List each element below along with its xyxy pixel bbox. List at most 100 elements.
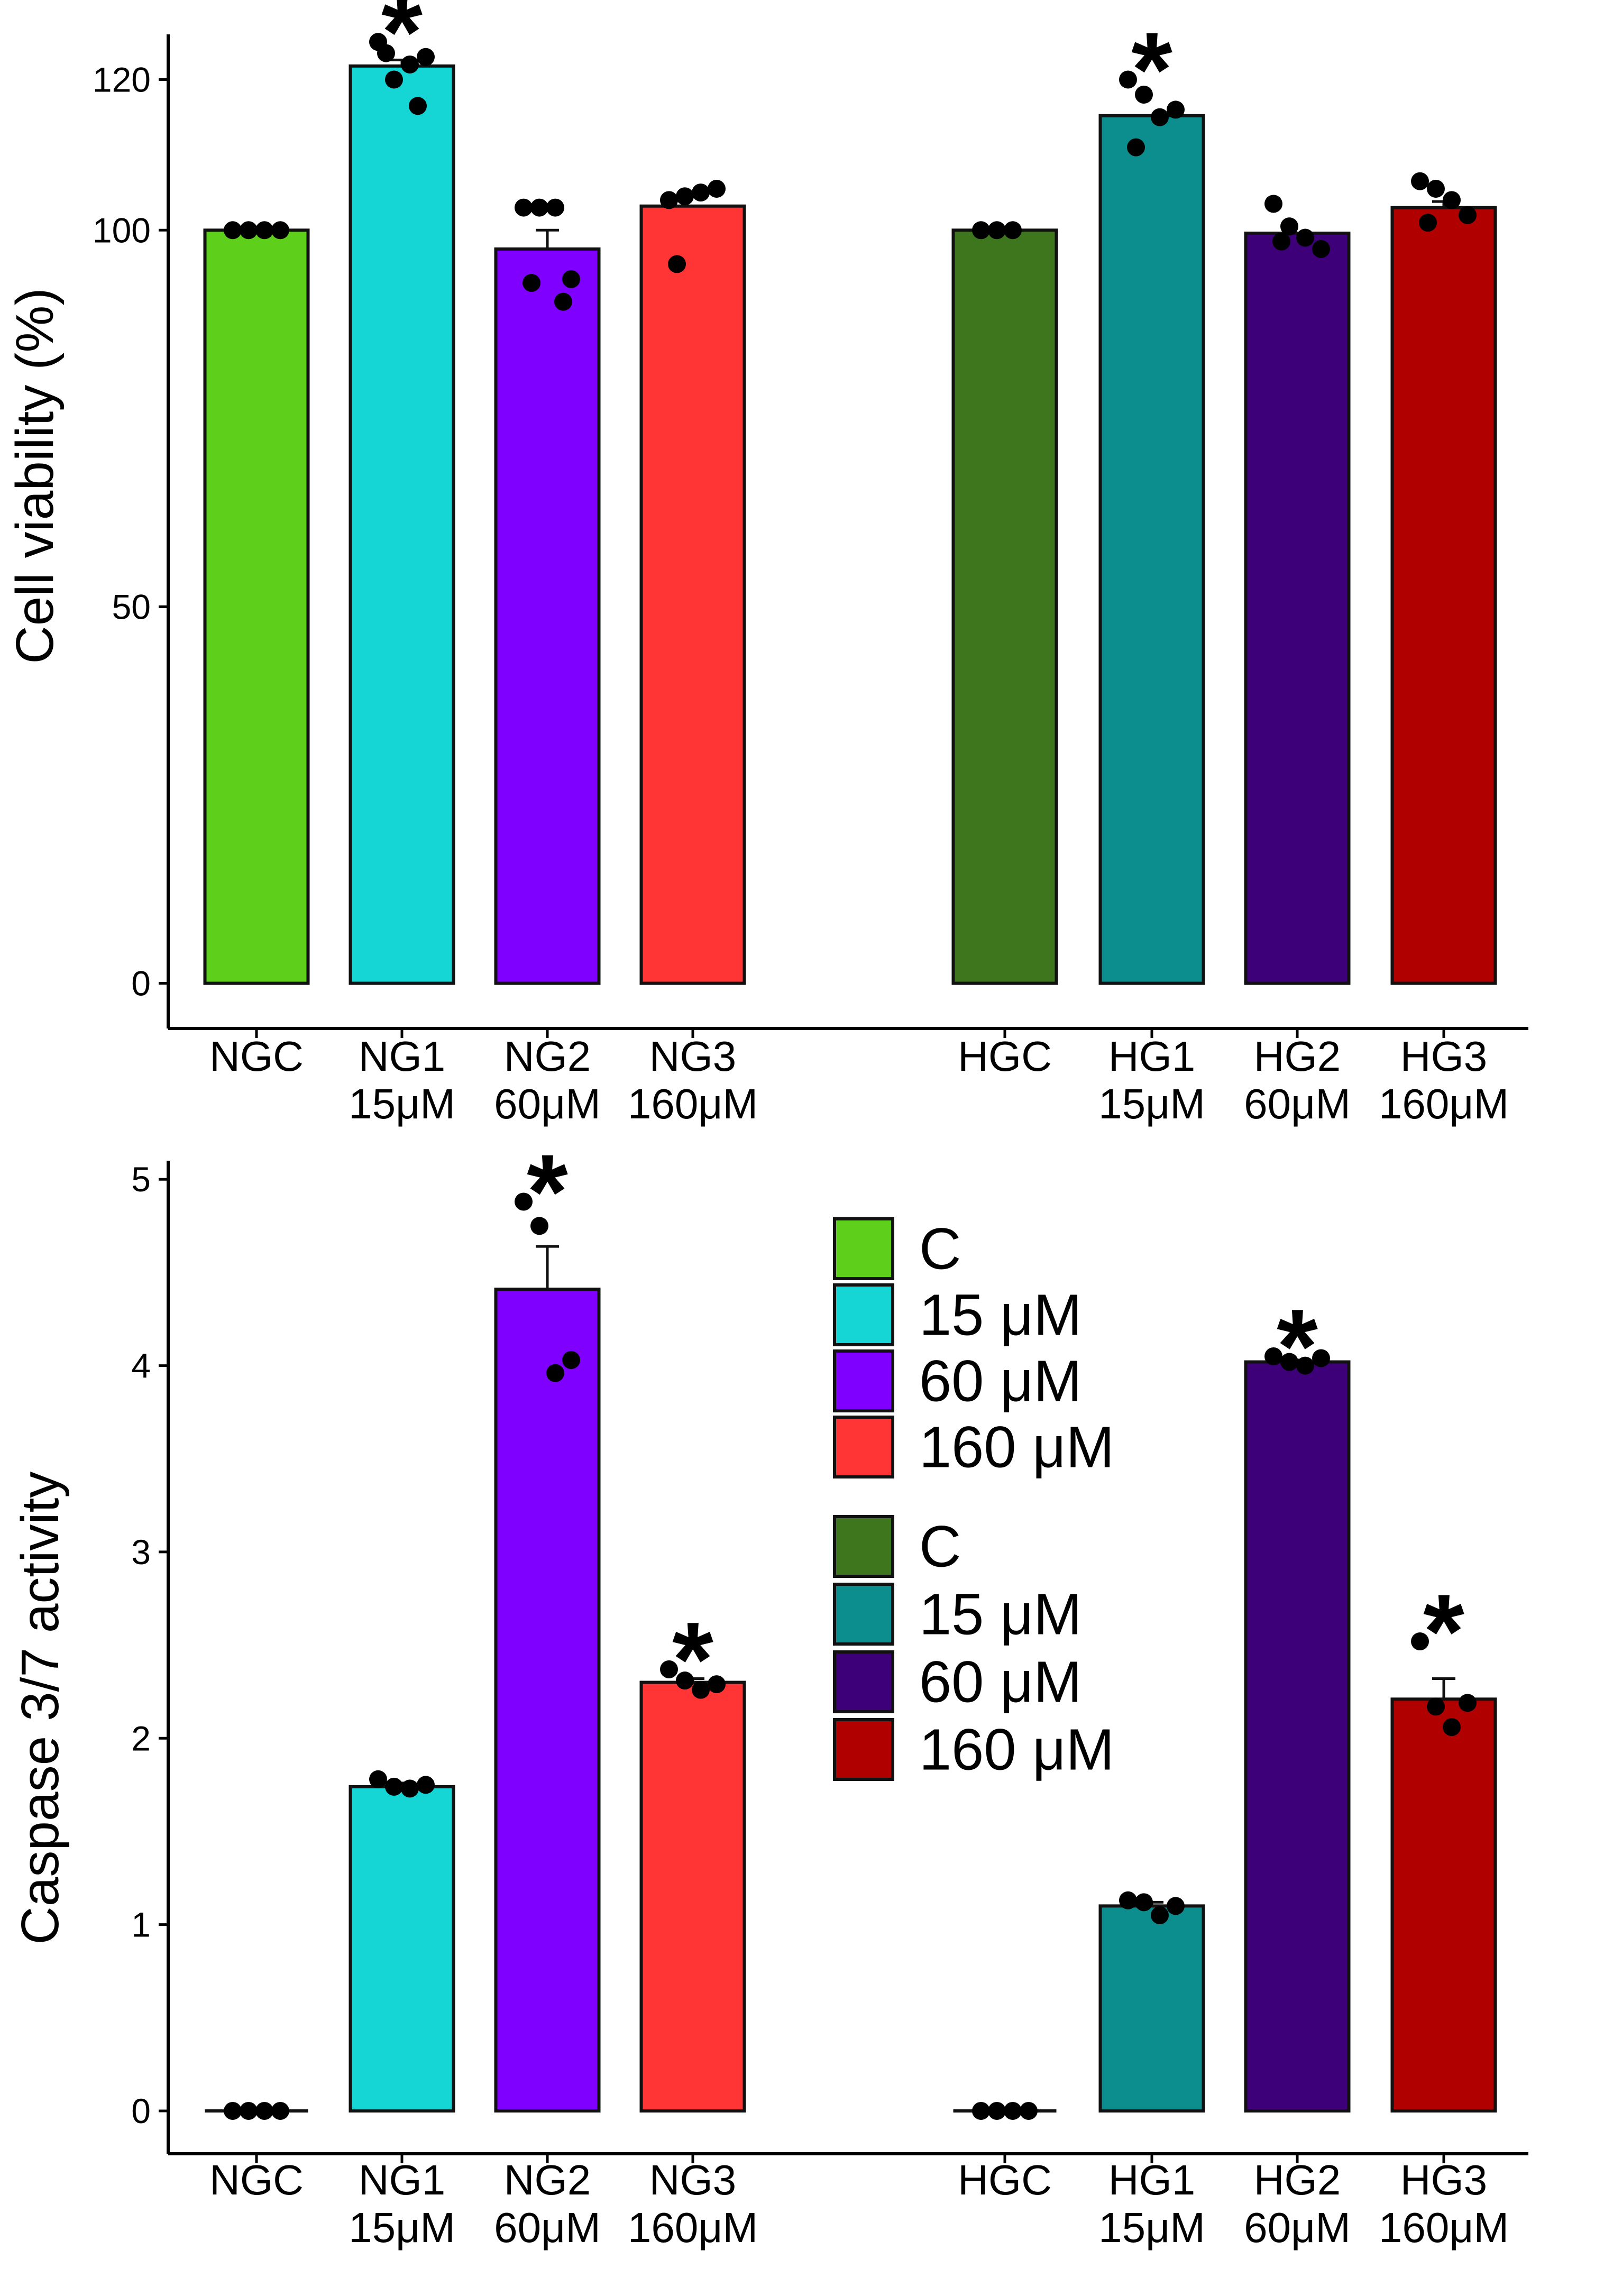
data-point-HG1 (1167, 100, 1185, 119)
data-point-HGC (1020, 2101, 1038, 2120)
significance-star-HG3: * (1423, 1573, 1464, 1691)
category-sublabel-NG3: 160μM (628, 1080, 758, 1127)
data-point-HG3 (1427, 179, 1445, 198)
category-label-HGC: HGC (958, 2156, 1052, 2203)
significance-star-HG1: * (1131, 11, 1172, 128)
data-point-HG2 (1296, 228, 1314, 247)
data-point-NG1 (369, 1770, 387, 1788)
data-point-NG3 (660, 1660, 678, 1678)
data-point-HGC (988, 2101, 1006, 2120)
category-sublabel-NG1: 15μM (349, 1080, 455, 1127)
data-point-NG2 (562, 1351, 580, 1370)
legend-label-HGC: C (919, 1514, 961, 1579)
category-sublabel-NG2: 60μM (494, 1080, 601, 1127)
bar-HG2 (1244, 1360, 1351, 2113)
data-point-NG1 (401, 1779, 419, 1798)
category-label-HG1: HG1 (1108, 1033, 1196, 1080)
y-tick-label: 120 (93, 60, 151, 99)
data-point-HG3 (1443, 1718, 1461, 1737)
data-point-NGC (271, 2101, 289, 2120)
legend-swatch-NG3 (833, 1416, 894, 1478)
category-label-HG2: HG2 (1254, 2156, 1341, 2203)
data-point-NG1 (385, 1777, 403, 1796)
data-point-HG1 (1119, 1891, 1137, 1909)
data-point-HG3 (1419, 214, 1437, 232)
category-label-HGC: HGC (958, 1033, 1052, 1080)
data-point-NG2 (554, 292, 572, 311)
legend-label-HG1: 15 μM (919, 1582, 1082, 1647)
category-label-HG1: HG1 (1108, 2156, 1196, 2203)
y-tick-label: 3 (131, 1532, 151, 1572)
bar-HG1 (1098, 114, 1205, 985)
data-point-NG2 (530, 1217, 548, 1235)
data-point-HGC (972, 2101, 990, 2120)
category-label-NGC: NGC (209, 2156, 304, 2203)
legend-swatch-HG2 (833, 1650, 894, 1713)
legend-swatch-NGC (833, 1217, 894, 1280)
y-axis-title: Caspase 3/7 activity (11, 1472, 70, 1945)
data-point-NG3 (676, 187, 694, 206)
data-point-NGC (224, 2101, 242, 2120)
category-sublabel-HG1: 15μM (1098, 1080, 1205, 1127)
data-point-NG3 (692, 183, 710, 202)
legend-label-HG2: 60 μM (919, 1650, 1082, 1715)
category-sublabel-HG3: 160μM (1379, 1080, 1509, 1127)
data-point-HGC (1004, 221, 1022, 240)
legend-swatch-HG3 (833, 1718, 894, 1781)
category-sublabel-NG3: 160μM (628, 2204, 758, 2251)
data-point-HG3 (1411, 1632, 1429, 1651)
category-sublabel-NG2: 60μM (494, 2204, 601, 2251)
bar-HG2 (1244, 232, 1351, 985)
data-point-HG2 (1280, 217, 1298, 236)
data-point-HG2 (1272, 232, 1290, 251)
bar-NG3 (639, 1680, 746, 2113)
data-point-NG3 (708, 179, 726, 198)
category-sublabel-HG1: 15μM (1098, 2204, 1205, 2251)
category-label-NG3: NG3 (649, 2156, 737, 2203)
data-point-NG1 (417, 1776, 435, 1794)
significance-star-NG2: * (527, 1133, 568, 1251)
data-point-HG2 (1312, 1349, 1330, 1367)
data-point-HG1 (1151, 1906, 1169, 1924)
y-tick-label: 0 (131, 2091, 151, 2130)
data-point-NG3 (668, 255, 686, 273)
bar-HG3 (1390, 1697, 1497, 2113)
data-point-HG2 (1264, 195, 1282, 213)
data-point-HG2 (1296, 1356, 1314, 1375)
data-point-NGC (271, 221, 289, 240)
bar-HG3 (1390, 206, 1497, 985)
data-point-NG2 (546, 1364, 564, 1382)
data-point-NG1 (377, 44, 395, 62)
bar-HGC (951, 228, 1058, 985)
data-point-NG1 (409, 97, 427, 115)
data-point-HG2 (1264, 1347, 1282, 1365)
y-tick-label: 0 (131, 964, 151, 1003)
data-point-HGC (1004, 2101, 1022, 2120)
category-label-HG3: HG3 (1400, 1033, 1488, 1080)
category-label-NG3: NG3 (649, 1033, 737, 1080)
data-point-NG1 (417, 48, 435, 66)
data-point-HG3 (1459, 206, 1477, 224)
data-point-NG2 (515, 198, 533, 217)
data-point-NGC (255, 2101, 273, 2120)
data-point-HG1 (1135, 85, 1153, 104)
data-point-HG3 (1427, 1697, 1445, 1716)
data-point-NGC (240, 2101, 258, 2120)
data-point-NG3 (676, 1672, 694, 1690)
y-axis-title: Cell viability (%) (5, 288, 65, 664)
y-tick-label: 4 (131, 1346, 151, 1385)
data-point-HG2 (1312, 240, 1330, 258)
legend-swatch-HGC (833, 1515, 894, 1578)
legend-swatch-NG1 (833, 1283, 894, 1346)
data-point-NG1 (385, 70, 403, 89)
data-point-NG3 (692, 1680, 710, 1699)
significance-star-HG2: * (1277, 1288, 1318, 1406)
significance-star-NG3: * (672, 1601, 713, 1719)
data-point-HG1 (1167, 1897, 1185, 1915)
data-point-HGC (972, 221, 990, 240)
category-label-NGC: NGC (209, 1033, 304, 1080)
bar-HG1 (1098, 1904, 1205, 2113)
category-label-NG2: NG2 (504, 1033, 591, 1080)
